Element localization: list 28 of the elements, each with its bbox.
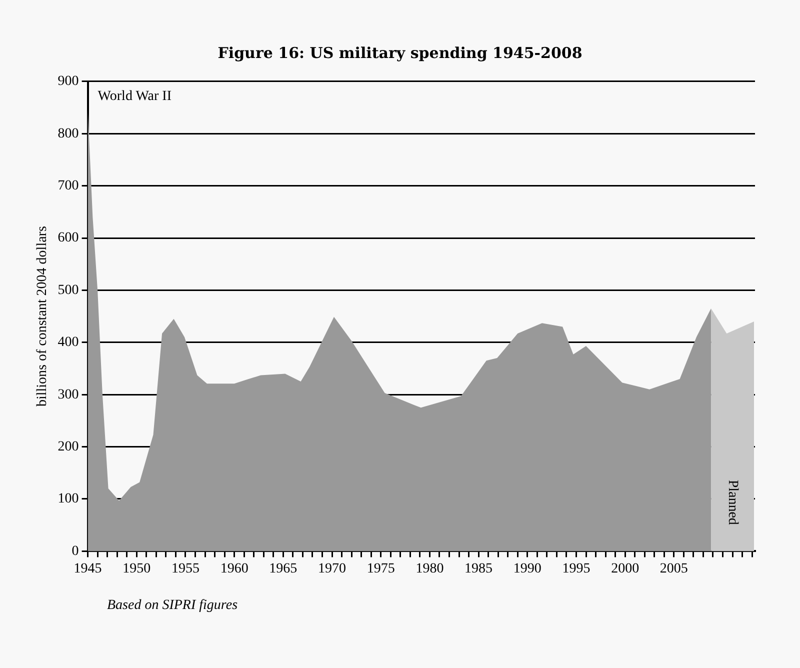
- x-tick-label: 2000: [611, 561, 640, 576]
- y-axis-title: billions of constant 2004 dollars: [35, 226, 50, 407]
- x-tick-label: 1965: [269, 561, 298, 576]
- y-tick-label: 700: [58, 178, 79, 194]
- x-tick-label: 1985: [464, 561, 493, 576]
- x-tick-label: 1995: [562, 561, 590, 576]
- x-tick-label: 1980: [416, 561, 444, 576]
- x-tick-label: 1960: [220, 561, 248, 576]
- y-tick-label: 0: [72, 544, 79, 559]
- y-tick-label: 800: [58, 126, 79, 142]
- y-tick-label: 300: [58, 387, 79, 402]
- x-tick-label: 1990: [513, 561, 542, 576]
- y-tick-label: 200: [58, 439, 79, 454]
- y-tick-label: 100: [58, 492, 79, 507]
- chart-title: Figure 16: US military spending 1945-2008: [216, 44, 584, 62]
- series-label: Planned: [724, 480, 740, 525]
- x-tick-label: 1970: [318, 561, 346, 576]
- x-tick-label: 1950: [122, 561, 151, 576]
- x-tick-label: 1975: [366, 561, 395, 576]
- text: Based on SIPRI figures: [107, 598, 238, 614]
- x-tick-label: 2005: [660, 561, 688, 576]
- annotation: World War II: [98, 89, 172, 104]
- x-tick-label: 1945: [74, 561, 102, 576]
- y-tick-label: 400: [58, 335, 79, 350]
- y-tick-label: 500: [58, 282, 79, 298]
- y-tick-label: 600: [58, 230, 79, 246]
- y-tick-label: 900: [58, 74, 79, 90]
- x-tick-label: 1955: [171, 561, 200, 576]
